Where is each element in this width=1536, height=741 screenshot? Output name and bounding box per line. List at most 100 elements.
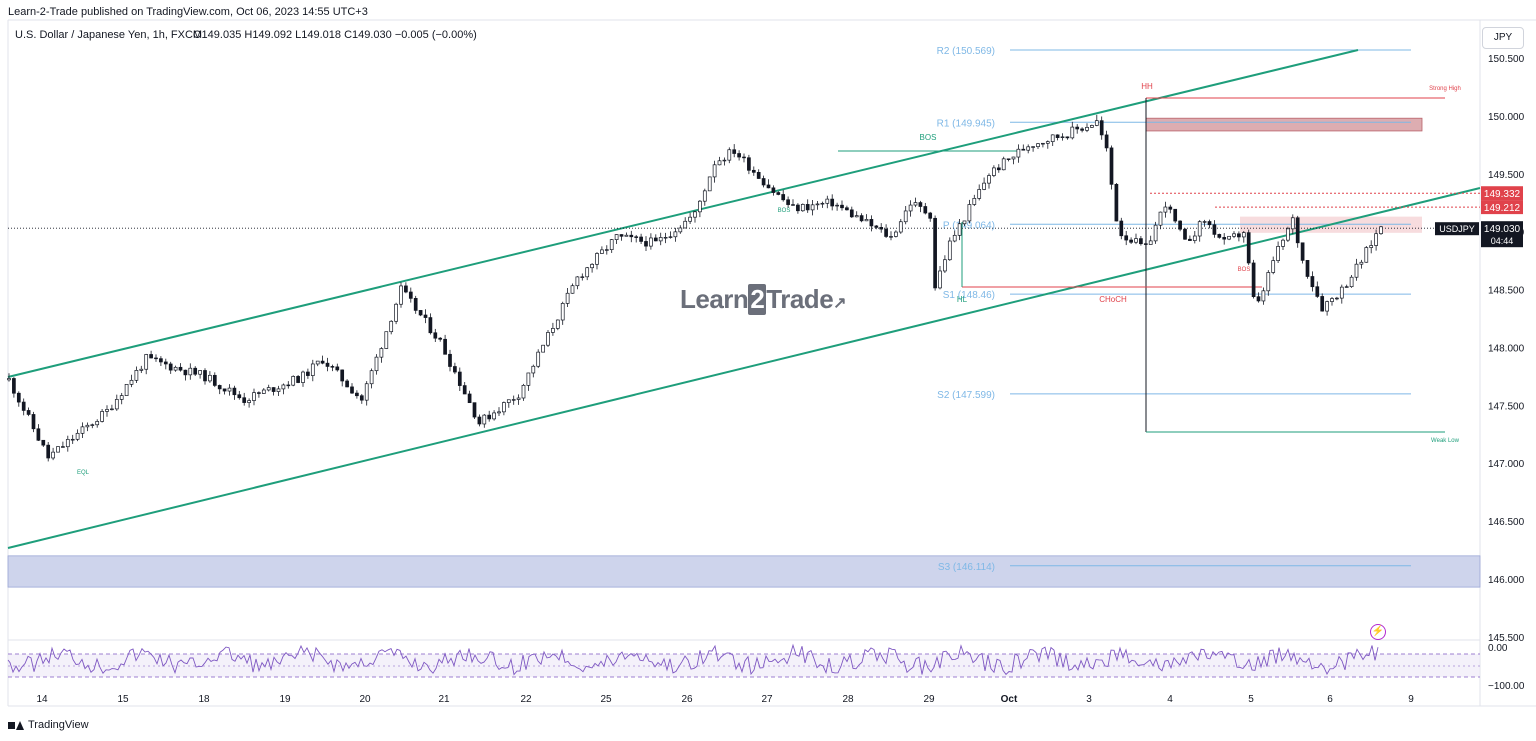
candle-body bbox=[712, 164, 717, 178]
candle-body bbox=[521, 384, 526, 399]
candle-body bbox=[903, 210, 908, 223]
candle-body bbox=[1085, 126, 1089, 131]
candle-body bbox=[1212, 224, 1217, 235]
candle-body bbox=[551, 328, 555, 333]
candle-body bbox=[129, 379, 134, 385]
candle-body bbox=[742, 156, 746, 159]
candle-body bbox=[943, 259, 947, 272]
time-tick-label: 29 bbox=[923, 694, 935, 705]
candle-body bbox=[404, 285, 408, 293]
candle-body bbox=[1227, 235, 1231, 240]
time-tick-label: 18 bbox=[198, 694, 210, 705]
learn2trade-watermark: Learn2Trade↗ bbox=[680, 284, 847, 315]
candle-body bbox=[1232, 233, 1236, 237]
candle-body bbox=[1139, 238, 1143, 245]
price-tick-label: 148.000 bbox=[1488, 343, 1525, 354]
candle-body bbox=[124, 383, 129, 396]
candle-body bbox=[1325, 301, 1329, 312]
candle-body bbox=[173, 366, 178, 371]
candle-body bbox=[1188, 238, 1192, 241]
candle-body bbox=[1006, 158, 1011, 160]
footer-brand[interactable]: TradingView bbox=[8, 719, 89, 731]
price-tick-label: 148.500 bbox=[1488, 286, 1525, 297]
rsi-line bbox=[7, 643, 1379, 676]
candle-body bbox=[497, 411, 501, 414]
candle-body bbox=[408, 291, 413, 299]
candle-body bbox=[898, 221, 903, 233]
time-tick-label: 26 bbox=[681, 694, 693, 705]
symbol-title[interactable]: U.S. Dollar / Japanese Yen, 1h, FXCM bbox=[15, 29, 203, 41]
candle-body bbox=[751, 169, 756, 173]
structure-label: BOS bbox=[778, 208, 791, 214]
resistance-zone bbox=[1145, 117, 1423, 132]
price-tick-label: 147.500 bbox=[1488, 401, 1525, 412]
candle-body bbox=[933, 217, 937, 289]
candle-body bbox=[673, 231, 678, 238]
candle-body bbox=[796, 204, 800, 212]
price-tick-label: 147.000 bbox=[1488, 459, 1525, 470]
candle-body bbox=[1300, 242, 1305, 261]
candle-body bbox=[1222, 237, 1227, 240]
candle-body bbox=[477, 416, 482, 425]
candle-body bbox=[389, 320, 394, 333]
candle-body bbox=[467, 393, 472, 404]
candle-body bbox=[291, 376, 296, 386]
candle-body bbox=[982, 182, 986, 190]
lightning-icon[interactable]: ⚡ bbox=[1370, 624, 1386, 640]
structure-label: Strong High bbox=[1429, 86, 1461, 92]
candle-body bbox=[178, 366, 183, 371]
candle-body bbox=[845, 207, 849, 211]
price-badge-bg bbox=[1481, 186, 1523, 201]
candle-body bbox=[61, 446, 65, 448]
candle-body bbox=[384, 331, 389, 349]
candle-body bbox=[555, 319, 560, 329]
symbol-badge-label: USDJPY bbox=[1439, 224, 1475, 234]
candle-body bbox=[786, 199, 790, 205]
currency-button[interactable]: JPY bbox=[1482, 27, 1524, 49]
candle-body bbox=[252, 392, 256, 401]
candle-body bbox=[1256, 296, 1261, 302]
candle-body bbox=[840, 204, 844, 209]
candle-body bbox=[1295, 217, 1300, 244]
candle-body bbox=[1104, 134, 1109, 149]
candle-body bbox=[575, 276, 580, 287]
candle-body bbox=[1364, 247, 1369, 263]
candle-body bbox=[639, 236, 643, 242]
time-tick-label: 20 bbox=[359, 694, 371, 705]
candle-body bbox=[1241, 232, 1246, 238]
candle-body bbox=[208, 374, 212, 382]
candle-body bbox=[198, 370, 202, 375]
time-tick-label: 22 bbox=[520, 694, 532, 705]
candle-body bbox=[457, 371, 462, 386]
candle-body bbox=[399, 285, 403, 305]
candle-body bbox=[1070, 126, 1075, 139]
candle-body bbox=[1379, 226, 1383, 235]
candle-body bbox=[693, 211, 697, 218]
time-tick-label: 3 bbox=[1086, 694, 1092, 705]
candle-body bbox=[443, 338, 447, 355]
candle-body bbox=[506, 399, 511, 403]
candle-body bbox=[1349, 276, 1354, 288]
candle-body bbox=[658, 237, 663, 242]
candle-body bbox=[369, 370, 374, 385]
candle-body bbox=[271, 387, 276, 392]
candle-body bbox=[761, 178, 766, 186]
candle-body bbox=[756, 171, 761, 179]
candle-body bbox=[222, 388, 227, 392]
candle-body bbox=[1271, 260, 1276, 273]
candle-body bbox=[1041, 142, 1045, 145]
candle-body bbox=[771, 187, 776, 193]
candle-body bbox=[884, 228, 888, 237]
candle-body bbox=[139, 368, 144, 371]
symbol-badge-bg bbox=[1435, 222, 1479, 236]
candle-body bbox=[261, 389, 266, 394]
candle-body bbox=[791, 204, 795, 206]
candle-body bbox=[257, 392, 261, 394]
candle-body bbox=[418, 310, 423, 316]
time-tick-label: 28 bbox=[842, 694, 854, 705]
candle-body bbox=[502, 402, 506, 413]
candle-body bbox=[1075, 126, 1080, 130]
candle-body bbox=[46, 444, 51, 459]
candle-body bbox=[585, 267, 590, 278]
